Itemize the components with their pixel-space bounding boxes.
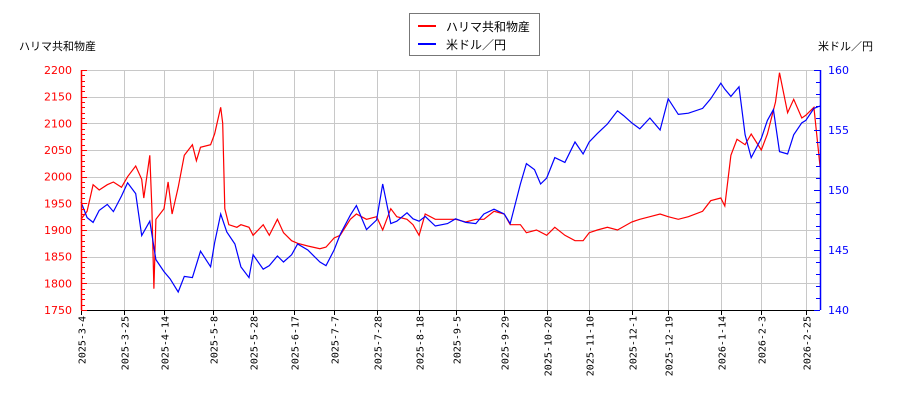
- right-tick-label: 140: [828, 304, 849, 317]
- right-tick-label: 150: [828, 184, 849, 197]
- right-axis-title: 米ドル／円: [818, 40, 873, 53]
- left-tick-label: 2000: [44, 171, 72, 184]
- x-tick-label: 2025-3-25: [121, 316, 132, 370]
- left-tick-label: 1750: [44, 304, 72, 317]
- left-tick-label: 1950: [44, 197, 72, 210]
- left-tick-label: 2150: [44, 91, 72, 104]
- x-tick-label: 2025-8-18: [416, 316, 427, 370]
- legend-item-stock: ハリマ共和物産: [418, 18, 530, 34]
- x-tick-label: 2025-6-17: [291, 316, 302, 370]
- x-tick-label: 2025-9-29: [501, 316, 512, 370]
- left-tick-label: 1900: [44, 224, 72, 237]
- x-tick-label: 2026-2-25: [803, 316, 814, 370]
- x-tick-label: 2025-3-4: [78, 316, 89, 364]
- legend-item-usdjpy: 米ドル／円: [418, 36, 506, 52]
- left-tick-label: 1850: [44, 251, 72, 264]
- x-tick-label: 2025-11-10: [586, 316, 597, 376]
- grid-lines: [81, 70, 820, 310]
- legend-label-stock: ハリマ共和物産: [446, 19, 531, 34]
- right-tick-label: 145: [828, 244, 849, 257]
- left-tick-label: 2100: [44, 117, 72, 130]
- x-tick-label: 2025-12-19: [665, 316, 676, 376]
- left-tick-label: 1800: [44, 277, 72, 290]
- x-tick-label: 2026-2-3: [758, 316, 769, 364]
- x-tick-label: 2025-4-14: [161, 316, 172, 370]
- left-tick-label: 2200: [44, 64, 72, 77]
- axes: 2025-3-4 2025-3-25 2025-4-14 2025-5-8 2025-5…: [44, 64, 849, 376]
- left-axis-title: ハリマ共和物産: [19, 40, 96, 53]
- legend-label-usdjpy: 米ドル／円: [446, 37, 507, 52]
- x-tick-label: 2026-1-14: [718, 316, 729, 370]
- x-tick-label: 2025-9-5: [453, 316, 464, 364]
- right-tick-label: 160: [828, 64, 849, 77]
- x-tick-label: 2025-10-20: [544, 316, 555, 376]
- x-tick-label: 2025-7-28: [374, 316, 385, 370]
- series-lines: [80, 72, 821, 294]
- x-tick-label: 2025-5-28: [250, 316, 261, 370]
- chart-legend: ハリマ共和物産 米ドル／円: [409, 13, 540, 56]
- left-tick-label: 2050: [44, 144, 72, 157]
- x-tick-label: 2025-7-7: [331, 316, 342, 364]
- legend-swatch-red-icon: [418, 25, 436, 27]
- right-tick-label: 155: [828, 124, 849, 137]
- x-tick-label: 2025-12-1: [629, 316, 640, 370]
- x-tick-label: 2025-5-8: [210, 316, 221, 364]
- stock-price-line: [80, 72, 821, 289]
- usdjpy-line: [80, 82, 821, 294]
- legend-swatch-blue-icon: [418, 43, 436, 45]
